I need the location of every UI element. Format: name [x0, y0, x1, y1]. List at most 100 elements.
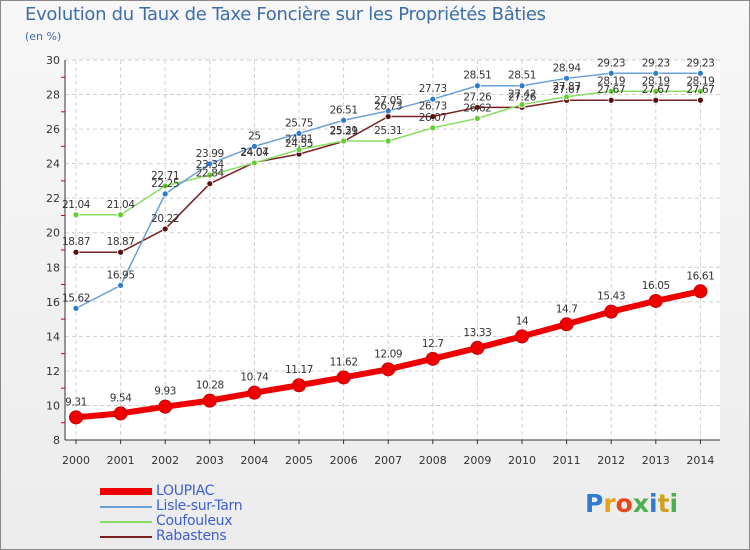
- legend-item-lisle-sur-tarn: Lisle-sur-Tarn: [100, 498, 243, 514]
- x-tick-label: 2002: [151, 454, 179, 467]
- logo-letter: i: [649, 489, 658, 518]
- data-point-lisle-sur-tarn: [652, 69, 660, 77]
- data-point-rabastens: [206, 180, 214, 188]
- data-point-loupiac: [292, 378, 306, 393]
- data-label-coufouleux: 21.04: [107, 199, 136, 211]
- legend-item-coufouleux: Coufouleux: [100, 514, 242, 529]
- data-label-lisle-sur-tarn: 22.25: [151, 178, 179, 190]
- y-tick-label: 16: [46, 296, 60, 309]
- data-point-rabastens: [384, 113, 392, 120]
- data-point-coufouleux: [340, 137, 348, 145]
- x-tick-label: 2014: [686, 454, 714, 467]
- y-tick-label: 10: [46, 399, 60, 412]
- data-point-loupiac: [470, 340, 485, 355]
- x-tick-label: 2013: [642, 454, 670, 467]
- x-tick-label: 2012: [597, 454, 625, 467]
- data-label-coufouleux: 22.71: [151, 170, 179, 182]
- x-tick-label: 2010: [508, 454, 536, 467]
- data-point-coufouleux: [518, 101, 526, 108]
- data-label-lisle-sur-tarn: 23.99: [196, 148, 224, 160]
- data-label-lisle-sur-tarn: 29.23: [686, 57, 714, 69]
- x-tick-label: 2005: [285, 454, 313, 467]
- data-label-lisle-sur-tarn: 29.23: [642, 57, 670, 69]
- logo-letter: r: [603, 489, 616, 518]
- y-tick-label: 22: [46, 192, 60, 205]
- data-label-rabastens: 26.73: [374, 100, 402, 112]
- data-point-lisle-sur-tarn: [340, 116, 348, 124]
- data-label-lisle-sur-tarn: 16.95: [107, 269, 135, 281]
- data-label-rabastens: 27.67: [686, 84, 714, 96]
- x-tick-label: 2008: [419, 454, 447, 467]
- legend: LOUPIAC Lisle-sur-Tarn Coufouleux Rabast…: [100, 484, 243, 544]
- data-label-rabastens: 27.67: [597, 84, 625, 96]
- data-point-lisle-sur-tarn: [250, 142, 258, 150]
- data-point-lisle-sur-tarn: [72, 304, 80, 312]
- data-point-rabastens: [117, 248, 124, 256]
- x-tick-label: 2003: [196, 454, 224, 467]
- y-tick-label: 20: [46, 227, 60, 240]
- legend-label-coufouleux: Coufouleux: [156, 513, 233, 529]
- data-point-coufouleux: [250, 159, 258, 167]
- legend-label-rabastens: Rabastens: [156, 528, 227, 544]
- data-point-lisle-sur-tarn: [161, 190, 169, 198]
- data-point-lisle-sur-tarn: [563, 74, 570, 82]
- data-label-rabastens: 24.55: [285, 138, 313, 150]
- x-tick-label: 2009: [463, 454, 491, 467]
- proxiti-logo: Proxiti: [585, 489, 678, 518]
- data-point-coufouleux: [72, 211, 80, 219]
- data-point-loupiac: [648, 293, 663, 308]
- data-point-lisle-sur-tarn: [607, 69, 615, 77]
- data-label-rabastens: 20.22: [151, 213, 179, 225]
- data-point-coufouleux: [295, 146, 303, 154]
- data-label-coufouleux: 25.31: [374, 125, 402, 137]
- data-label-loupiac: 13.33: [463, 327, 491, 339]
- data-label-lisle-sur-tarn: 25: [248, 130, 261, 142]
- data-point-loupiac: [113, 406, 128, 421]
- data-label-coufouleux: 26.07: [419, 112, 447, 124]
- legend-label-lisle-sur-tarn: Lisle-sur-Tarn: [156, 498, 243, 514]
- y-tick-label: 12: [46, 365, 60, 378]
- y-tick-label: 14: [46, 330, 60, 343]
- data-label-coufouleux: 21.04: [62, 199, 91, 211]
- data-label-loupiac: 10.28: [196, 380, 224, 392]
- data-point-lisle-sur-tarn: [429, 95, 437, 103]
- y-tick-label: 28: [46, 89, 60, 102]
- logo-letter: o: [615, 489, 633, 518]
- data-point-lisle-sur-tarn: [473, 82, 481, 90]
- data-point-loupiac: [381, 362, 396, 377]
- logo-letter: i: [669, 489, 679, 518]
- data-label-loupiac: 9.93: [154, 386, 176, 398]
- y-tick-label: 30: [46, 54, 60, 67]
- data-point-coufouleux: [652, 87, 660, 95]
- data-point-loupiac: [425, 351, 440, 366]
- data-point-lisle-sur-tarn: [518, 82, 526, 90]
- legend-swatch-loupiac: [100, 488, 152, 495]
- data-point-rabastens: [697, 96, 704, 104]
- data-label-loupiac: 10.74: [240, 372, 269, 384]
- x-tick-label: 2006: [330, 454, 358, 467]
- data-label-loupiac: 15.43: [597, 291, 625, 303]
- data-label-lisle-sur-tarn: 15.62: [62, 292, 90, 304]
- legend-swatch-lisle-sur-tarn: [100, 505, 152, 508]
- data-point-coufouleux: [473, 114, 481, 122]
- data-point-coufouleux: [607, 87, 615, 95]
- data-label-loupiac: 12.09: [374, 348, 402, 360]
- data-label-loupiac: 11.62: [330, 356, 358, 368]
- y-tick-label: 18: [46, 261, 60, 274]
- data-label-rabastens: 27.67: [553, 84, 581, 96]
- data-label-loupiac: 11.17: [285, 364, 313, 376]
- data-point-coufouleux: [206, 171, 214, 179]
- data-point-loupiac: [247, 385, 262, 400]
- data-label-lisle-sur-tarn: 25.75: [285, 117, 313, 129]
- data-point-lisle-sur-tarn: [697, 69, 704, 77]
- data-point-coufouleux: [117, 211, 124, 219]
- data-label-rabastens: 27.26: [508, 91, 537, 103]
- x-tick-label: 2000: [62, 454, 90, 467]
- data-label-loupiac: 16.61: [686, 270, 714, 282]
- data-label-rabastens: 27.26: [463, 91, 492, 103]
- chart-subtitle: (en %): [25, 30, 62, 43]
- logo-letter: P: [585, 489, 604, 518]
- data-label-coufouleux: 27.87: [553, 81, 581, 93]
- data-label-lisle-sur-tarn: 28.51: [463, 70, 491, 82]
- data-point-rabastens: [161, 225, 169, 233]
